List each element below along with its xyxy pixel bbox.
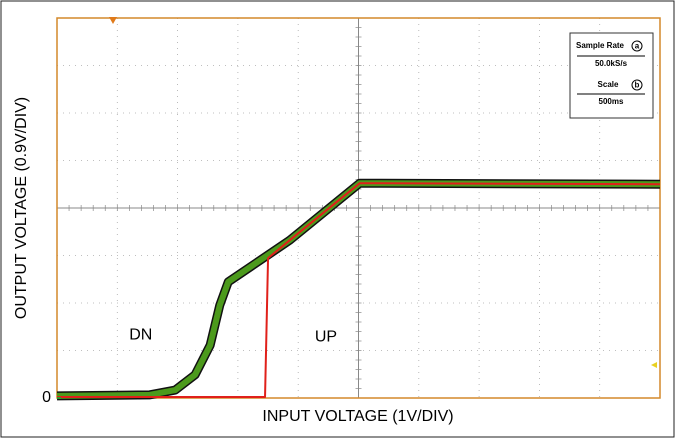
info-frame bbox=[569, 32, 654, 119]
info-box: Sample Rate a 50.0kS/s Scale b 500ms bbox=[569, 32, 654, 119]
marker-circle bbox=[631, 40, 643, 52]
marker-circle bbox=[631, 79, 643, 91]
traces bbox=[56, 178, 661, 401]
info-value: 50.0kS/s bbox=[595, 59, 628, 68]
trace-label: UP bbox=[315, 328, 337, 345]
y-axis-label: OUTPUT VOLTAGE (0.9V/DIV) bbox=[13, 97, 30, 319]
graticule bbox=[57, 18, 660, 398]
trigger-marker bbox=[109, 17, 117, 24]
x-axis-label: INPUT VOLTAGE (1V/DIV) bbox=[262, 408, 453, 425]
info-label: Sample Rate bbox=[576, 41, 625, 50]
info-value: 500ms bbox=[599, 97, 624, 106]
trace bbox=[57, 182, 661, 398]
level-marker bbox=[651, 362, 657, 368]
trace-label: DN bbox=[129, 326, 152, 343]
info-marker: b bbox=[635, 81, 640, 90]
y-tick-label: 0 bbox=[42, 389, 51, 406]
info-marker: a bbox=[635, 42, 640, 51]
info-label: Scale bbox=[598, 80, 619, 89]
plot-frame bbox=[56, 17, 661, 399]
